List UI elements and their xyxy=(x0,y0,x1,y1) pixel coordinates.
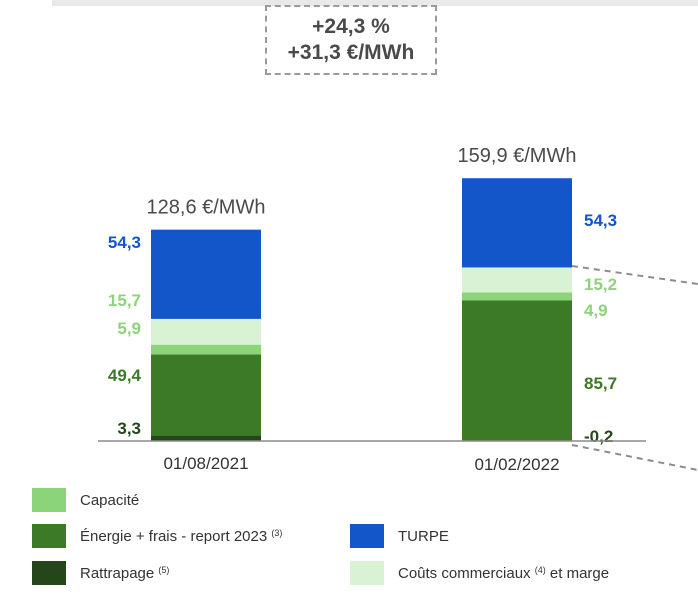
legend-swatch-rattrapage xyxy=(32,561,66,585)
legend-label-couts-wrap: Coûts commerciaux (4) et marge xyxy=(398,565,609,582)
connector-line-bottom xyxy=(571,444,698,471)
bar-total-label-1: 128,6 €/MWh xyxy=(147,197,266,219)
legend-label-turpe: TURPE xyxy=(398,527,449,545)
bar-segment-turpe-2 xyxy=(462,178,572,268)
legend-item-rattrapage: Rattrapage (5) xyxy=(32,561,169,585)
data-label-couts-1: 15,7 xyxy=(108,291,141,310)
data-label-couts-2: 15,2 xyxy=(584,275,617,294)
legend-note-rattrapage: (5) xyxy=(158,564,170,575)
legend-label-capacite: Capacité xyxy=(80,491,140,509)
legend-label-rattrapage: Rattrapage xyxy=(80,564,155,582)
data-label-energie-1: 49,4 xyxy=(108,366,142,385)
legend-item-capacite: Capacité xyxy=(32,488,139,512)
bar-total-label-2: 159,9 €/MWh xyxy=(458,145,577,167)
legend-item-energie: Énergie + frais - report 2023 (3) xyxy=(32,524,282,548)
data-label-capacite-1: 5,9 xyxy=(117,319,141,338)
data-label-rattrapage-1: 3,3 xyxy=(117,419,141,438)
change-amount: +31,3 €/MWh xyxy=(287,41,415,64)
legend-label-energie-wrap: Énergie + frais - report 2023 (3) xyxy=(80,528,282,545)
data-label-energie-2: 85,7 xyxy=(584,374,617,393)
legend-swatch-couts xyxy=(350,561,384,585)
bar-segment-turpe-1 xyxy=(151,229,261,319)
bar-segment-energie-2 xyxy=(462,300,572,442)
top-divider-strip xyxy=(52,0,698,6)
data-label-rattrapage-2: -0,2 xyxy=(584,427,613,446)
legend-swatch-energie xyxy=(32,524,66,548)
bar-segment-energie-1 xyxy=(151,354,261,436)
data-label-capacite-2: 4,9 xyxy=(584,301,608,320)
legend-note-couts: (4) xyxy=(534,564,546,575)
legend-note-energie: (3) xyxy=(271,527,283,538)
bar-segment-couts-2 xyxy=(462,267,572,293)
legend-label-rattrapage-wrap: Rattrapage (5) xyxy=(80,565,169,582)
legend-label-couts-suffix: et marge xyxy=(549,564,610,582)
legend-item-turpe: TURPE xyxy=(350,524,449,548)
legend-label-couts: Coûts commerciaux xyxy=(398,564,531,582)
bar-segment-capacite-1 xyxy=(151,344,261,355)
bar-segment-couts-1 xyxy=(151,318,261,345)
data-label-turpe-2: 54,3 xyxy=(584,211,617,230)
data-label-turpe-1: 54,3 xyxy=(108,233,141,252)
bar-segment-capacite-2 xyxy=(462,292,572,301)
change-percent: +24,3 % xyxy=(312,15,390,38)
legend-label-energie: Énergie + frais - report 2023 xyxy=(80,527,268,545)
bar-segment-rattrapage-1 xyxy=(151,435,261,441)
legend-item-couts: Coûts commerciaux (4) et marge xyxy=(350,561,609,585)
legend-swatch-capacite xyxy=(32,488,66,512)
category-label-1: 01/08/2021 xyxy=(163,454,248,473)
category-label-2: 01/02/2022 xyxy=(474,455,559,474)
price-change-box: +24,3 % +31,3 €/MWh xyxy=(265,5,437,75)
legend-swatch-turpe xyxy=(350,524,384,548)
